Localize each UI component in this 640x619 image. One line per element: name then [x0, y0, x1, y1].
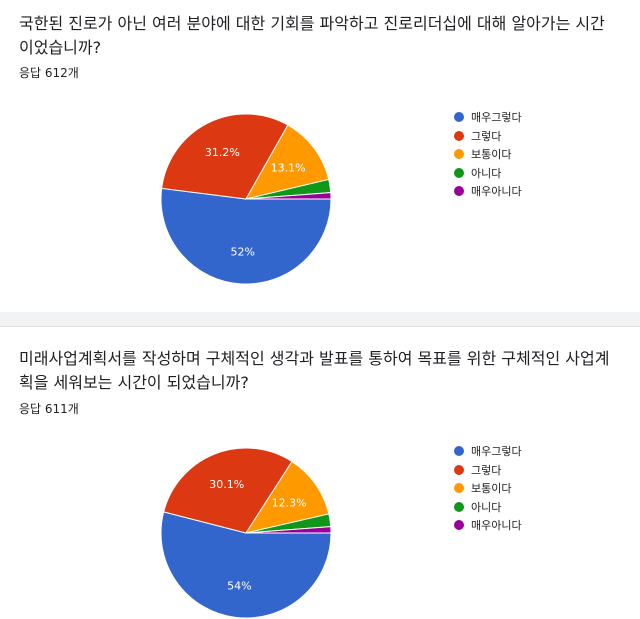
pie-slice-매우그렇다[interactable]	[160, 187, 332, 285]
data-label: 31.2%	[205, 146, 240, 159]
question-title: 국한된 진로가 아닌 여러 분야에 대한 기회를 파악하고 진로리더십에 대해 …	[19, 14, 605, 57]
legend-label: 매우그렇다	[471, 111, 522, 125]
pie-slice-매우아니다[interactable]	[245, 526, 332, 534]
data-label: 13.1%	[271, 161, 306, 174]
pie-slice-보통이다[interactable]	[245, 124, 330, 200]
pie-slice-보통이다[interactable]	[244, 460, 330, 534]
legend-item[interactable]: 보통이다	[454, 479, 522, 498]
legend-dot-icon	[454, 112, 464, 123]
legend-label: 그렇다	[471, 463, 502, 477]
pie-slice-그렇다[interactable]	[161, 113, 289, 200]
legend-label: 보통이다	[471, 148, 512, 162]
legend-label: 매우아니다	[471, 185, 522, 199]
pie-slice-그렇다[interactable]	[163, 447, 293, 534]
legend-dot-icon	[454, 464, 464, 475]
data-label: 52%	[230, 246, 254, 259]
legend-item[interactable]: 매우그렇다	[454, 108, 522, 127]
pie-slice-매우아니다[interactable]	[245, 192, 332, 200]
pie-chart: 54% 30.1% 12.3%	[160, 447, 332, 619]
legend-item[interactable]: 그렇다	[454, 461, 522, 480]
legend-item[interactable]: 매우아니다	[454, 516, 522, 535]
question-card-2: 미래사업계획서를 작성하며 구체적인 생각과 발표를 통하여 목표를 위한 구체…	[0, 326, 640, 619]
legend-dot-icon	[454, 167, 464, 178]
response-count: 응답 612개	[19, 66, 79, 80]
data-label: 30.1%	[209, 478, 244, 491]
legend-label: 아니다	[471, 166, 502, 180]
legend-item[interactable]: 그렇다	[454, 127, 522, 146]
legend-item[interactable]: 아니다	[454, 498, 522, 517]
legend-item[interactable]: 매우아니다	[454, 182, 522, 201]
legend-dot-icon	[454, 130, 464, 141]
legend-label: 그렇다	[471, 129, 502, 143]
legend-label: 매우그렇다	[471, 445, 522, 459]
legend-label: 보통이다	[471, 482, 512, 496]
legend-dot-icon	[454, 483, 464, 494]
legend-label: 매우아니다	[471, 519, 522, 533]
card-separator	[0, 312, 640, 326]
question-title: 미래사업계획서를 작성하며 구체적인 생각과 발표를 통하여 목표를 위한 구체…	[19, 349, 610, 392]
legend-dot-icon	[454, 520, 464, 531]
legend-dot-icon	[454, 501, 464, 512]
legend-label: 아니다	[471, 500, 502, 514]
legend-item[interactable]: 보통이다	[454, 145, 522, 164]
data-label: 54%	[227, 579, 251, 592]
legend-item[interactable]: 아니다	[454, 164, 522, 183]
pie-chart: 52% 31.2% 13.1%	[160, 113, 332, 285]
data-label: 12.3%	[272, 497, 307, 510]
legend-dot-icon	[454, 149, 464, 160]
response-count: 응답 611개	[19, 402, 79, 416]
question-card-1: 국한된 진로가 아닌 여러 분야에 대한 기회를 파악하고 진로리더십에 대해 …	[19, 14, 605, 285]
legend-dot-icon	[454, 186, 464, 197]
legend-item[interactable]: 매우그렇다	[454, 442, 522, 461]
legend-dot-icon	[454, 446, 464, 457]
